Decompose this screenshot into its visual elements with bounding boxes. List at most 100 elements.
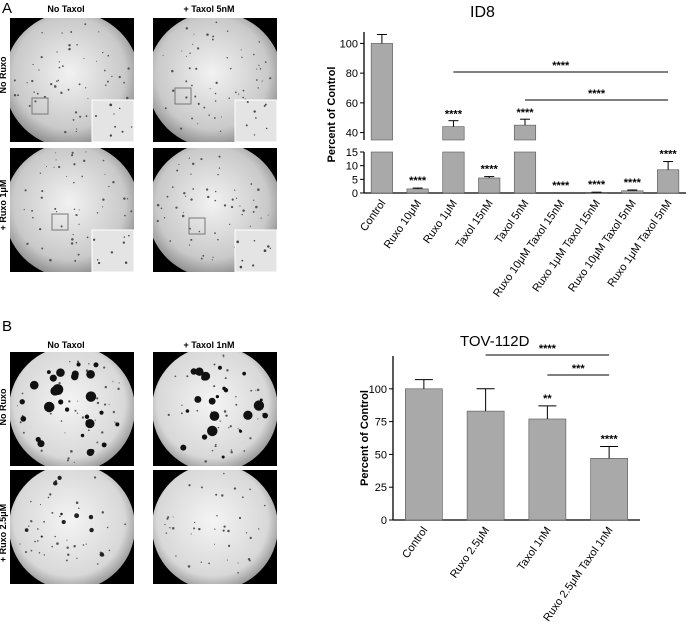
speck (32, 63, 34, 66)
speck (51, 511, 54, 514)
speck (193, 33, 195, 35)
colony (218, 365, 222, 370)
speck (87, 97, 89, 99)
zoom-box (188, 217, 206, 235)
speck (67, 88, 70, 91)
speck (253, 199, 255, 201)
speck (213, 363, 216, 366)
x-tick-label: Ruxo 2.5μM (448, 525, 492, 581)
speck (78, 83, 81, 86)
speck (85, 115, 88, 117)
speck (220, 116, 222, 118)
speck (228, 427, 230, 429)
speck (126, 96, 129, 100)
speck (175, 206, 178, 209)
speck (77, 253, 80, 256)
speck (104, 385, 107, 389)
well-circle (153, 470, 277, 584)
colony (24, 528, 29, 532)
inset-speck (269, 247, 272, 249)
speck (242, 89, 245, 92)
speck (81, 416, 85, 419)
speck (258, 528, 260, 530)
speck (255, 205, 258, 209)
speck (218, 155, 221, 158)
inset-speck (124, 261, 128, 264)
speck (47, 496, 50, 499)
speck (215, 493, 218, 496)
panel-a-chart-title: ID8 (470, 4, 495, 21)
colony (43, 401, 55, 413)
inset-speck (239, 265, 243, 269)
speck (78, 223, 80, 225)
y-tick-label: 100 (369, 384, 387, 396)
panel-b-col-label-1: No Taxol (47, 340, 85, 350)
speck (112, 181, 115, 184)
speck (75, 130, 77, 133)
well-circle (10, 352, 134, 466)
inset-speck (123, 236, 126, 238)
speck (61, 65, 64, 68)
speck (102, 159, 105, 162)
speck (21, 392, 24, 395)
speck (38, 69, 40, 71)
speck (82, 159, 86, 163)
speck (117, 387, 120, 391)
speck (96, 401, 100, 405)
speck (222, 354, 225, 357)
speck (241, 56, 243, 58)
significance-label: **** (601, 434, 619, 446)
speck (227, 544, 231, 548)
speck (197, 102, 200, 105)
speck (41, 32, 43, 34)
speck (185, 195, 187, 197)
speck (169, 240, 172, 242)
speck (233, 487, 237, 490)
panel-a-micrograph-1 (10, 18, 134, 142)
speck (226, 57, 229, 59)
colony (253, 400, 265, 411)
speck (56, 51, 58, 53)
speck (214, 232, 216, 235)
speck (16, 405, 18, 407)
speck (64, 130, 67, 134)
inset-speck (118, 107, 121, 110)
comparison-label: **** (588, 88, 606, 100)
speck (249, 225, 251, 227)
speck (188, 157, 191, 159)
significance-label: **** (409, 175, 427, 187)
speck (186, 375, 189, 378)
speck (242, 96, 245, 99)
speck (106, 80, 109, 83)
speck (181, 50, 183, 52)
speck (101, 431, 104, 434)
colony (242, 371, 247, 376)
colony (46, 370, 51, 374)
colony (49, 374, 57, 382)
speck (112, 410, 116, 414)
speck (185, 96, 188, 99)
colony (74, 513, 80, 519)
colony (180, 444, 187, 451)
speck (208, 562, 211, 565)
speck (192, 43, 194, 45)
speck (40, 55, 43, 59)
speck (207, 195, 210, 199)
speck (96, 60, 98, 62)
y-tick-label: 10 (346, 161, 358, 173)
colony (99, 410, 104, 415)
colony (93, 362, 99, 368)
speck (19, 421, 22, 424)
zoom-box (51, 213, 69, 231)
speck (185, 80, 188, 83)
colony (215, 394, 219, 399)
speck (263, 504, 266, 507)
speck (124, 523, 127, 526)
inset-speck (122, 241, 125, 244)
speck (185, 27, 189, 30)
speck (82, 544, 85, 546)
speck (78, 507, 80, 510)
inset-speck (263, 249, 267, 253)
panel-b-letter: B (2, 318, 13, 335)
speck (60, 225, 63, 228)
